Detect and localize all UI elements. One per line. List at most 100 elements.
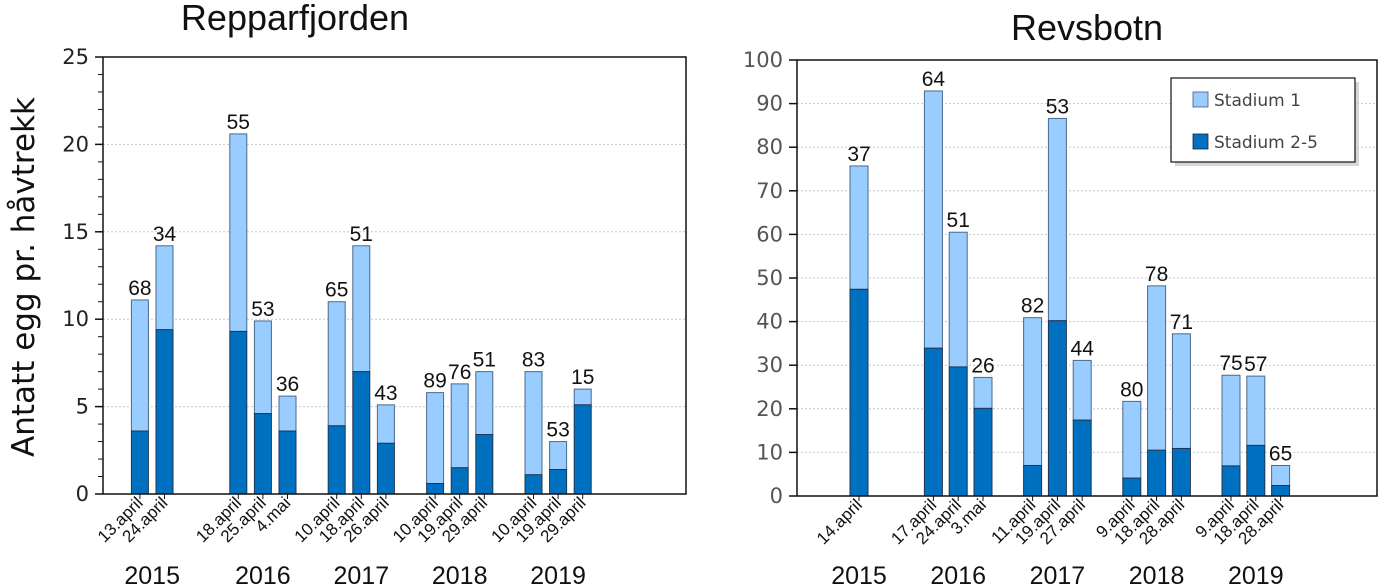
- year-label: 2017: [1030, 562, 1086, 588]
- data-label: 36: [276, 373, 299, 396]
- bar-stadium-2-5: [253, 413, 272, 495]
- data-label: 43: [374, 382, 397, 405]
- bar-stadium-1: [948, 231, 968, 368]
- data-label: 68: [128, 277, 151, 300]
- bar-stadium-2-5: [278, 430, 297, 495]
- y-tick-label: 70: [756, 179, 783, 203]
- data-label: 51: [947, 209, 970, 232]
- bar-stadium-2-5: [849, 288, 869, 497]
- bar-stadium-2-5: [1147, 449, 1167, 497]
- bar-stadium-1: [1023, 317, 1043, 466]
- y-tick-label: 5: [76, 395, 89, 419]
- bar-stadium-2-5: [1047, 320, 1067, 497]
- bar-stadium-2-5: [155, 329, 174, 495]
- bar-stadium-1: [1072, 359, 1092, 421]
- bar-stadium-1: [1271, 464, 1291, 487]
- bar-stadium-1: [1147, 285, 1167, 451]
- y-tick-label: 50: [756, 266, 783, 290]
- data-label: 80: [1120, 378, 1143, 401]
- y-tick-label: 80: [756, 135, 783, 159]
- bar-stadium-1: [524, 371, 543, 476]
- bar-stadium-2-5: [327, 425, 346, 495]
- y-axis-label: Antatt egg pr. håvtrekk: [6, 97, 42, 457]
- year-label: 2016: [235, 562, 291, 588]
- year-label: 2019: [1228, 562, 1284, 588]
- year-label: 2016: [930, 562, 986, 588]
- bar-stadium-2-5: [475, 434, 494, 495]
- bar-stadium-1: [352, 245, 371, 373]
- bar-stadium-2-5: [1072, 419, 1092, 497]
- bar-stadium-1: [130, 299, 149, 432]
- legend-swatch-stadium-2-5: [1192, 133, 1209, 150]
- data-label: 34: [153, 223, 177, 246]
- year-label: 2018: [1129, 562, 1185, 588]
- bar-stadium-2-5: [229, 330, 248, 495]
- data-label: 57: [1244, 353, 1267, 376]
- bar-stadium-2-5: [948, 366, 968, 497]
- bar-stadium-1: [253, 320, 272, 415]
- bar-stadium-2-5: [973, 407, 993, 497]
- bar-stadium-2-5: [1271, 485, 1291, 497]
- y-tick-label: 0: [770, 484, 783, 508]
- chart-title-repparfjorden: Repparfjorden: [181, 0, 409, 38]
- data-label: 71: [1170, 311, 1193, 334]
- data-label: 51: [473, 349, 496, 372]
- bar-stadium-1: [1047, 117, 1067, 322]
- bar-stadium-2-5: [1122, 477, 1142, 497]
- bar-stadium-2-5: [376, 442, 395, 495]
- data-label: 89: [423, 370, 446, 393]
- bar-stadium-2-5: [524, 474, 543, 495]
- legend: Stadium 1 Stadium 2-5: [1170, 77, 1359, 166]
- data-label: 65: [1269, 442, 1292, 465]
- data-label: 83: [522, 349, 545, 372]
- bar-stadium-2-5: [426, 483, 445, 495]
- data-label: 53: [1046, 95, 1069, 118]
- legend-label-stadium-1: Stadium 1: [1214, 91, 1301, 111]
- year-label: 2018: [432, 562, 488, 588]
- bar-stadium-1: [426, 392, 445, 485]
- data-label: 53: [546, 419, 569, 442]
- y-tick-label: 40: [756, 310, 783, 334]
- data-label: 15: [571, 366, 594, 389]
- x-tick-label: 14.april: [813, 495, 866, 548]
- bar-stadium-1: [1221, 374, 1241, 467]
- year-label: 2019: [530, 562, 586, 588]
- data-label: 26: [971, 354, 994, 377]
- y-tick-label: 15: [62, 220, 89, 244]
- y-tick-label: 10: [62, 307, 89, 331]
- data-label: 44: [1071, 337, 1095, 360]
- plot-frame: [102, 56, 687, 495]
- y-tick-label: 20: [62, 132, 89, 156]
- data-label: 37: [847, 143, 870, 166]
- bar-stadium-1: [1171, 333, 1191, 449]
- y-tick-label: 90: [756, 92, 783, 116]
- bar-stadium-2-5: [130, 430, 149, 495]
- data-label: 55: [227, 111, 250, 134]
- year-label: 2015: [831, 562, 887, 588]
- bar-stadium-1: [475, 371, 494, 436]
- bar-stadium-1: [278, 395, 297, 432]
- data-label: 53: [251, 298, 274, 321]
- data-label: 75: [1219, 352, 1242, 375]
- bar-stadium-2-5: [1171, 447, 1191, 497]
- bar-stadium-1: [1122, 400, 1142, 479]
- bar-stadium-1: [923, 90, 943, 349]
- data-label: 82: [1021, 295, 1044, 318]
- y-tick-label: 60: [756, 222, 783, 246]
- bar-stadium-1: [1246, 375, 1266, 446]
- bar-stadium-2-5: [549, 469, 568, 495]
- data-label: 65: [325, 279, 348, 302]
- legend-swatch-stadium-1: [1192, 91, 1209, 108]
- bar-stadium-2-5: [1221, 465, 1241, 497]
- bar-stadium-1: [229, 133, 248, 332]
- data-label: 76: [448, 361, 471, 384]
- bar-stadium-1: [549, 441, 568, 471]
- legend-label-stadium-2-5: Stadium 2-5: [1214, 133, 1318, 153]
- y-tick-label: 30: [756, 353, 783, 377]
- bar-stadium-2-5: [573, 404, 592, 495]
- bar-stadium-2-5: [923, 347, 943, 497]
- bar-stadium-2-5: [1023, 464, 1043, 497]
